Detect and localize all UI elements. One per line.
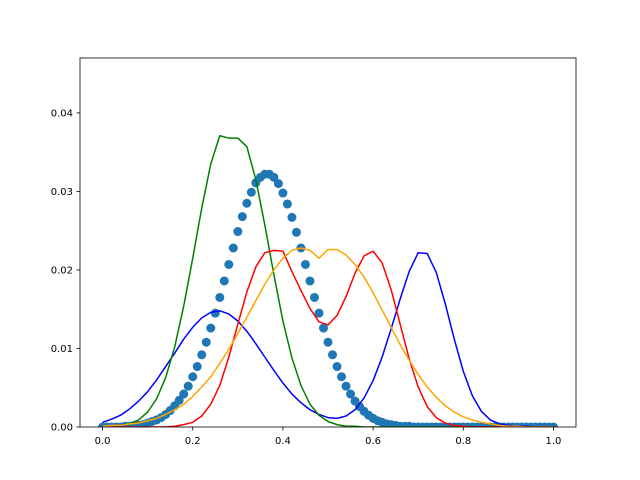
scatter-series — [98, 169, 558, 427]
scatter-point — [215, 292, 225, 302]
series-line — [102, 249, 554, 427]
scatter-point — [305, 276, 315, 286]
scatter-point — [192, 362, 202, 372]
scatter-point — [346, 389, 356, 399]
scatter-point — [233, 227, 243, 237]
x-tick-label: 0.4 — [275, 436, 291, 447]
scatter-point — [309, 292, 319, 302]
chart-marks — [98, 134, 558, 427]
scatter-point — [328, 350, 338, 360]
scatter-point — [318, 323, 328, 333]
scatter-point — [269, 172, 279, 182]
scatter-point — [246, 187, 256, 197]
scatter-point — [287, 212, 297, 222]
x-tick-label: 0.0 — [95, 436, 111, 447]
scatter-point — [224, 259, 234, 269]
scatter-point — [174, 395, 184, 405]
y-tick-label: 0.00 — [51, 423, 73, 434]
scatter-point — [183, 381, 193, 391]
scatter-point — [323, 337, 333, 347]
x-tick-label: 0.2 — [185, 436, 201, 447]
y-tick-label: 0.01 — [51, 344, 73, 355]
scatter-point — [210, 308, 220, 318]
scatter-point — [291, 227, 301, 237]
scatter-point — [332, 362, 342, 372]
scatter-point — [201, 337, 211, 347]
scatter-point — [237, 212, 247, 222]
scatter-point — [228, 243, 238, 253]
scatter-point — [188, 372, 198, 382]
scatter-point — [179, 389, 189, 399]
scatter-point — [337, 372, 347, 382]
scatter-point — [300, 259, 310, 269]
y-tick-label: 0.02 — [51, 265, 73, 276]
scatter-point — [242, 198, 252, 208]
y-axis: 0.00 0.01 0.02 0.03 0.04 — [51, 108, 80, 434]
scatter-point — [341, 381, 351, 391]
series-line — [102, 247, 554, 427]
y-tick-label: 0.03 — [51, 187, 73, 198]
x-tick-label: 1.0 — [546, 436, 562, 447]
series-line — [102, 134, 554, 427]
scatter-point — [548, 422, 558, 427]
x-tick-label: 0.6 — [365, 436, 381, 447]
scatter-point — [273, 179, 283, 189]
x-tick-label: 0.8 — [455, 436, 471, 447]
x-axis: 0.0 0.2 0.4 0.6 0.8 1.0 — [95, 427, 562, 447]
scatter-point — [282, 199, 292, 209]
scatter-point — [197, 350, 207, 360]
y-tick-label: 0.04 — [51, 108, 73, 119]
scatter-point — [314, 308, 324, 318]
scatter-point — [278, 188, 288, 198]
scatter-point — [219, 276, 229, 286]
series-line — [102, 251, 554, 427]
axes-frame — [79, 57, 577, 428]
scatter-point — [206, 323, 216, 333]
